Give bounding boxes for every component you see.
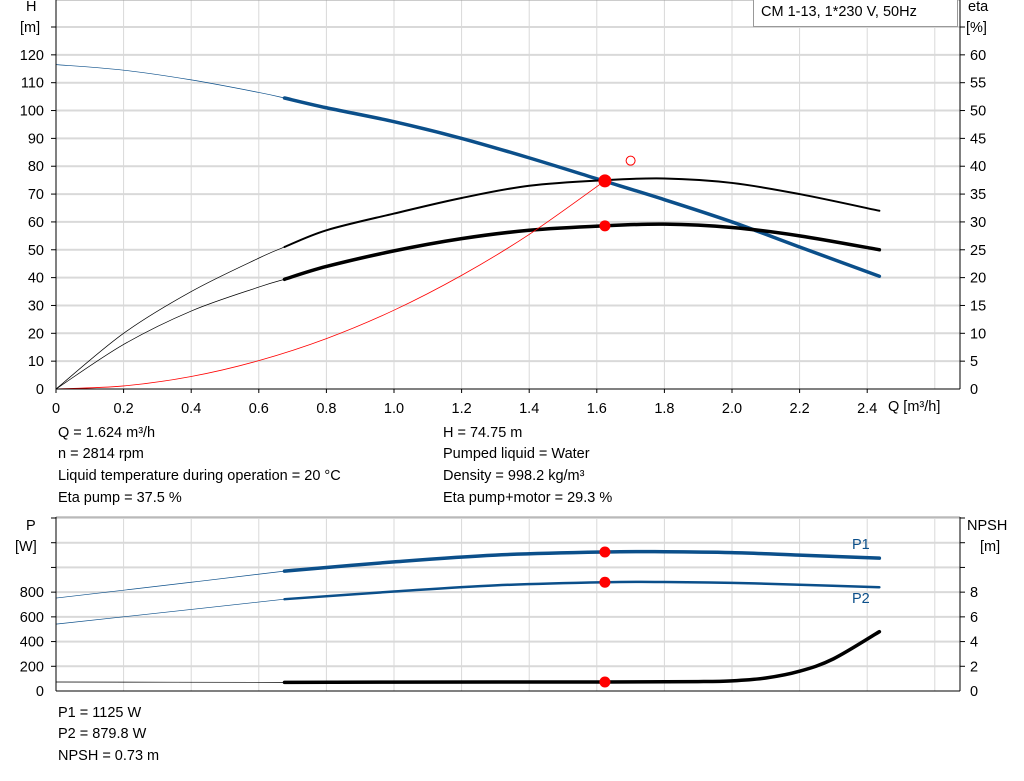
y-tick-label-right: 0 xyxy=(970,684,978,700)
x-tick-label: 0.8 xyxy=(316,401,336,417)
y-tick-label-left: 10 xyxy=(28,354,44,370)
y-tick-label-right: 6 xyxy=(970,610,978,626)
point-duty-eta-pump xyxy=(599,174,611,186)
y-right-label-top: eta xyxy=(968,0,989,15)
y-tick-label-right: 20 xyxy=(970,271,986,287)
y-tick-label-left: 40 xyxy=(28,271,44,287)
series-p1 xyxy=(282,549,882,573)
y-tick-label-right: 8 xyxy=(970,585,978,601)
y-tick-label-left: 400 xyxy=(20,635,44,651)
info-density: Density = 998.2 kg/m³ xyxy=(443,468,585,484)
y-tick-label-right: 55 xyxy=(970,76,986,92)
y-tick-label-left: 0 xyxy=(36,684,44,700)
y-tick-label-right: 40 xyxy=(970,159,986,175)
info-p1: P1 = 1125 W xyxy=(58,705,142,721)
y-tick-label-left: 100 xyxy=(20,104,44,120)
y-tick-label-left: 30 xyxy=(28,298,44,314)
x-axis-label: Q [m³/h] xyxy=(888,399,941,415)
y-tick-label-right: 30 xyxy=(970,215,986,231)
series-system-curve xyxy=(55,180,606,390)
x-tick-label: 1.6 xyxy=(587,401,607,417)
info-liquid-temp: Liquid temperature during operation = 20… xyxy=(58,468,341,484)
series-npsh xyxy=(282,629,882,685)
p1-series-label: P1 xyxy=(852,537,870,553)
info-eta-pump-motor: Eta pump+motor = 29.3 % xyxy=(443,490,613,506)
point-duty-p1 xyxy=(599,546,611,558)
series-p2 xyxy=(283,580,881,601)
y-tick-label-left: 90 xyxy=(28,131,44,147)
series-eta-pump-extension xyxy=(55,246,285,390)
y-tick-label-left: 60 xyxy=(28,215,44,231)
point-duty-npsh xyxy=(599,676,611,688)
y-tick-label-left: 80 xyxy=(28,159,44,175)
info-p2: P2 = 879.8 W xyxy=(58,726,147,742)
info-q: Q = 1.624 m³/h xyxy=(58,425,156,441)
y-tick-label-right: 50 xyxy=(970,104,986,120)
y-tick-label-left: 0 xyxy=(36,382,44,398)
y-tick-label-right: 35 xyxy=(970,187,986,203)
y-left-unit-top: [m] xyxy=(20,20,41,36)
x-tick-label: 2.4 xyxy=(857,401,877,417)
info-head: H = 74.75 m xyxy=(443,425,523,441)
x-tick-label: 1.2 xyxy=(452,401,472,417)
y-right-unit-bottom: [m] xyxy=(980,539,1001,555)
info-eta-pump: Eta pump = 37.5 % xyxy=(58,490,182,506)
series-eta-pump-motor-extension xyxy=(55,278,285,390)
axes: 0102030405060708090100110120051015202530… xyxy=(20,0,986,700)
series-eta-pump-motor xyxy=(282,222,882,282)
x-tick-label: 0 xyxy=(52,401,60,417)
y-tick-label-left: 600 xyxy=(20,610,44,626)
y-left-label-bottom: P xyxy=(26,518,36,534)
y-tick-label-left: 110 xyxy=(21,76,44,92)
y-tick-label-right: 5 xyxy=(970,354,978,370)
y-tick-label-right: 2 xyxy=(970,659,978,675)
x-tick-label: 0.4 xyxy=(181,401,201,417)
y-tick-label-left: 200 xyxy=(20,659,44,675)
y-tick-label-right: 4 xyxy=(970,635,978,651)
series-head-extension xyxy=(55,64,285,99)
open-point-marker xyxy=(625,155,636,166)
y-tick-label-left: 20 xyxy=(28,326,44,342)
point-duty-eta-pump-motor xyxy=(599,220,611,232)
x-tick-label: 1.8 xyxy=(654,401,674,417)
series-eta-pump xyxy=(283,177,881,248)
series-p1-extension xyxy=(55,570,285,599)
curves xyxy=(55,64,882,688)
y-tick-label-right: 60 xyxy=(970,48,986,64)
y-tick-label-left: 70 xyxy=(28,187,44,203)
y-tick-label-right: 25 xyxy=(970,243,986,259)
y-tick-label-left: 120 xyxy=(20,48,44,64)
y-tick-label-left: 800 xyxy=(20,585,44,601)
y-tick-label-left: 50 xyxy=(28,243,44,259)
x-tick-label: 2.2 xyxy=(790,401,810,417)
y-right-unit-top: [%] xyxy=(966,20,987,36)
x-tick-label: 1.0 xyxy=(384,401,404,417)
y-tick-label-right: 45 xyxy=(970,131,986,147)
y-right-label-bottom: NPSH xyxy=(967,518,1008,534)
info-liquid: Pumped liquid = Water xyxy=(443,446,590,462)
y-tick-label-right: 10 xyxy=(970,326,986,342)
pump-legend-box: CM 1-13, 1*230 V, 50Hz xyxy=(753,0,958,27)
series-p2-extension xyxy=(55,598,285,625)
x-tick-label: 2.0 xyxy=(722,401,742,417)
top-grid xyxy=(56,0,960,389)
info-speed: n = 2814 rpm xyxy=(58,446,144,462)
info-npsh: NPSH = 0.73 m xyxy=(58,748,160,764)
y-tick-label-right: 0 xyxy=(970,382,978,398)
y-left-unit-bottom: [W] xyxy=(15,539,37,555)
point-duty-p2 xyxy=(599,576,611,588)
x-tick-label: 0.2 xyxy=(114,401,134,417)
bottom-grid xyxy=(56,517,960,691)
x-tick-label: 0.6 xyxy=(249,401,269,417)
y-left-label-top: H xyxy=(26,0,37,15)
series-head xyxy=(282,96,882,278)
y-tick-label-right: 15 xyxy=(970,298,986,314)
x-tick-label: 1.4 xyxy=(519,401,539,417)
p2-series-label: P2 xyxy=(852,591,870,607)
